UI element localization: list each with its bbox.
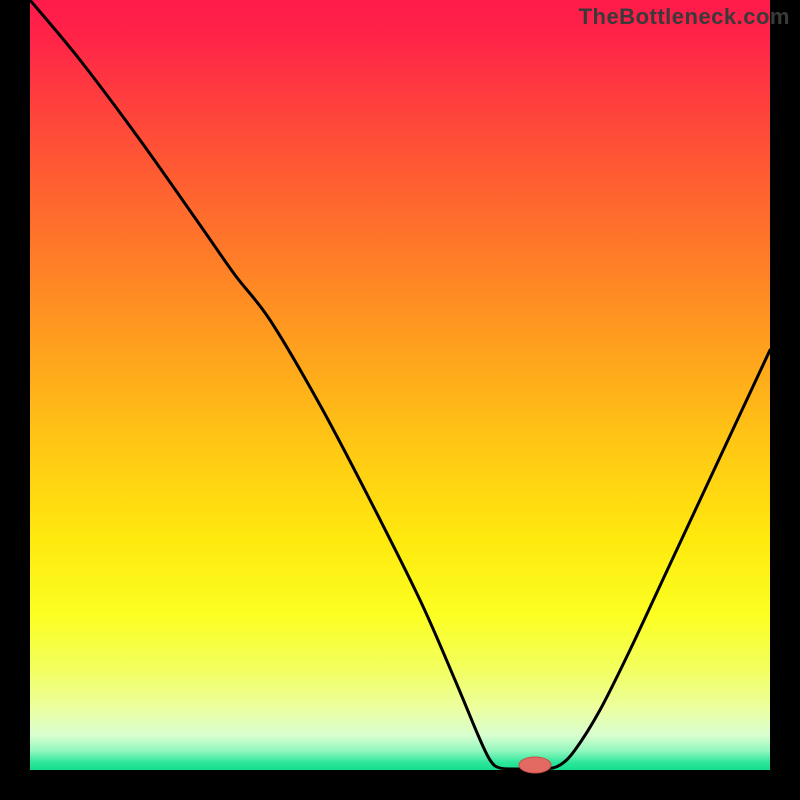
border-bottom (0, 770, 800, 800)
bottleneck-chart (0, 0, 800, 800)
watermark-text: TheBottleneck.com (579, 4, 790, 30)
chart-stage: TheBottleneck.com (0, 0, 800, 800)
optimal-marker (519, 757, 551, 773)
border-left (0, 0, 30, 800)
gradient-panel (30, 0, 770, 770)
border-right (770, 0, 800, 800)
